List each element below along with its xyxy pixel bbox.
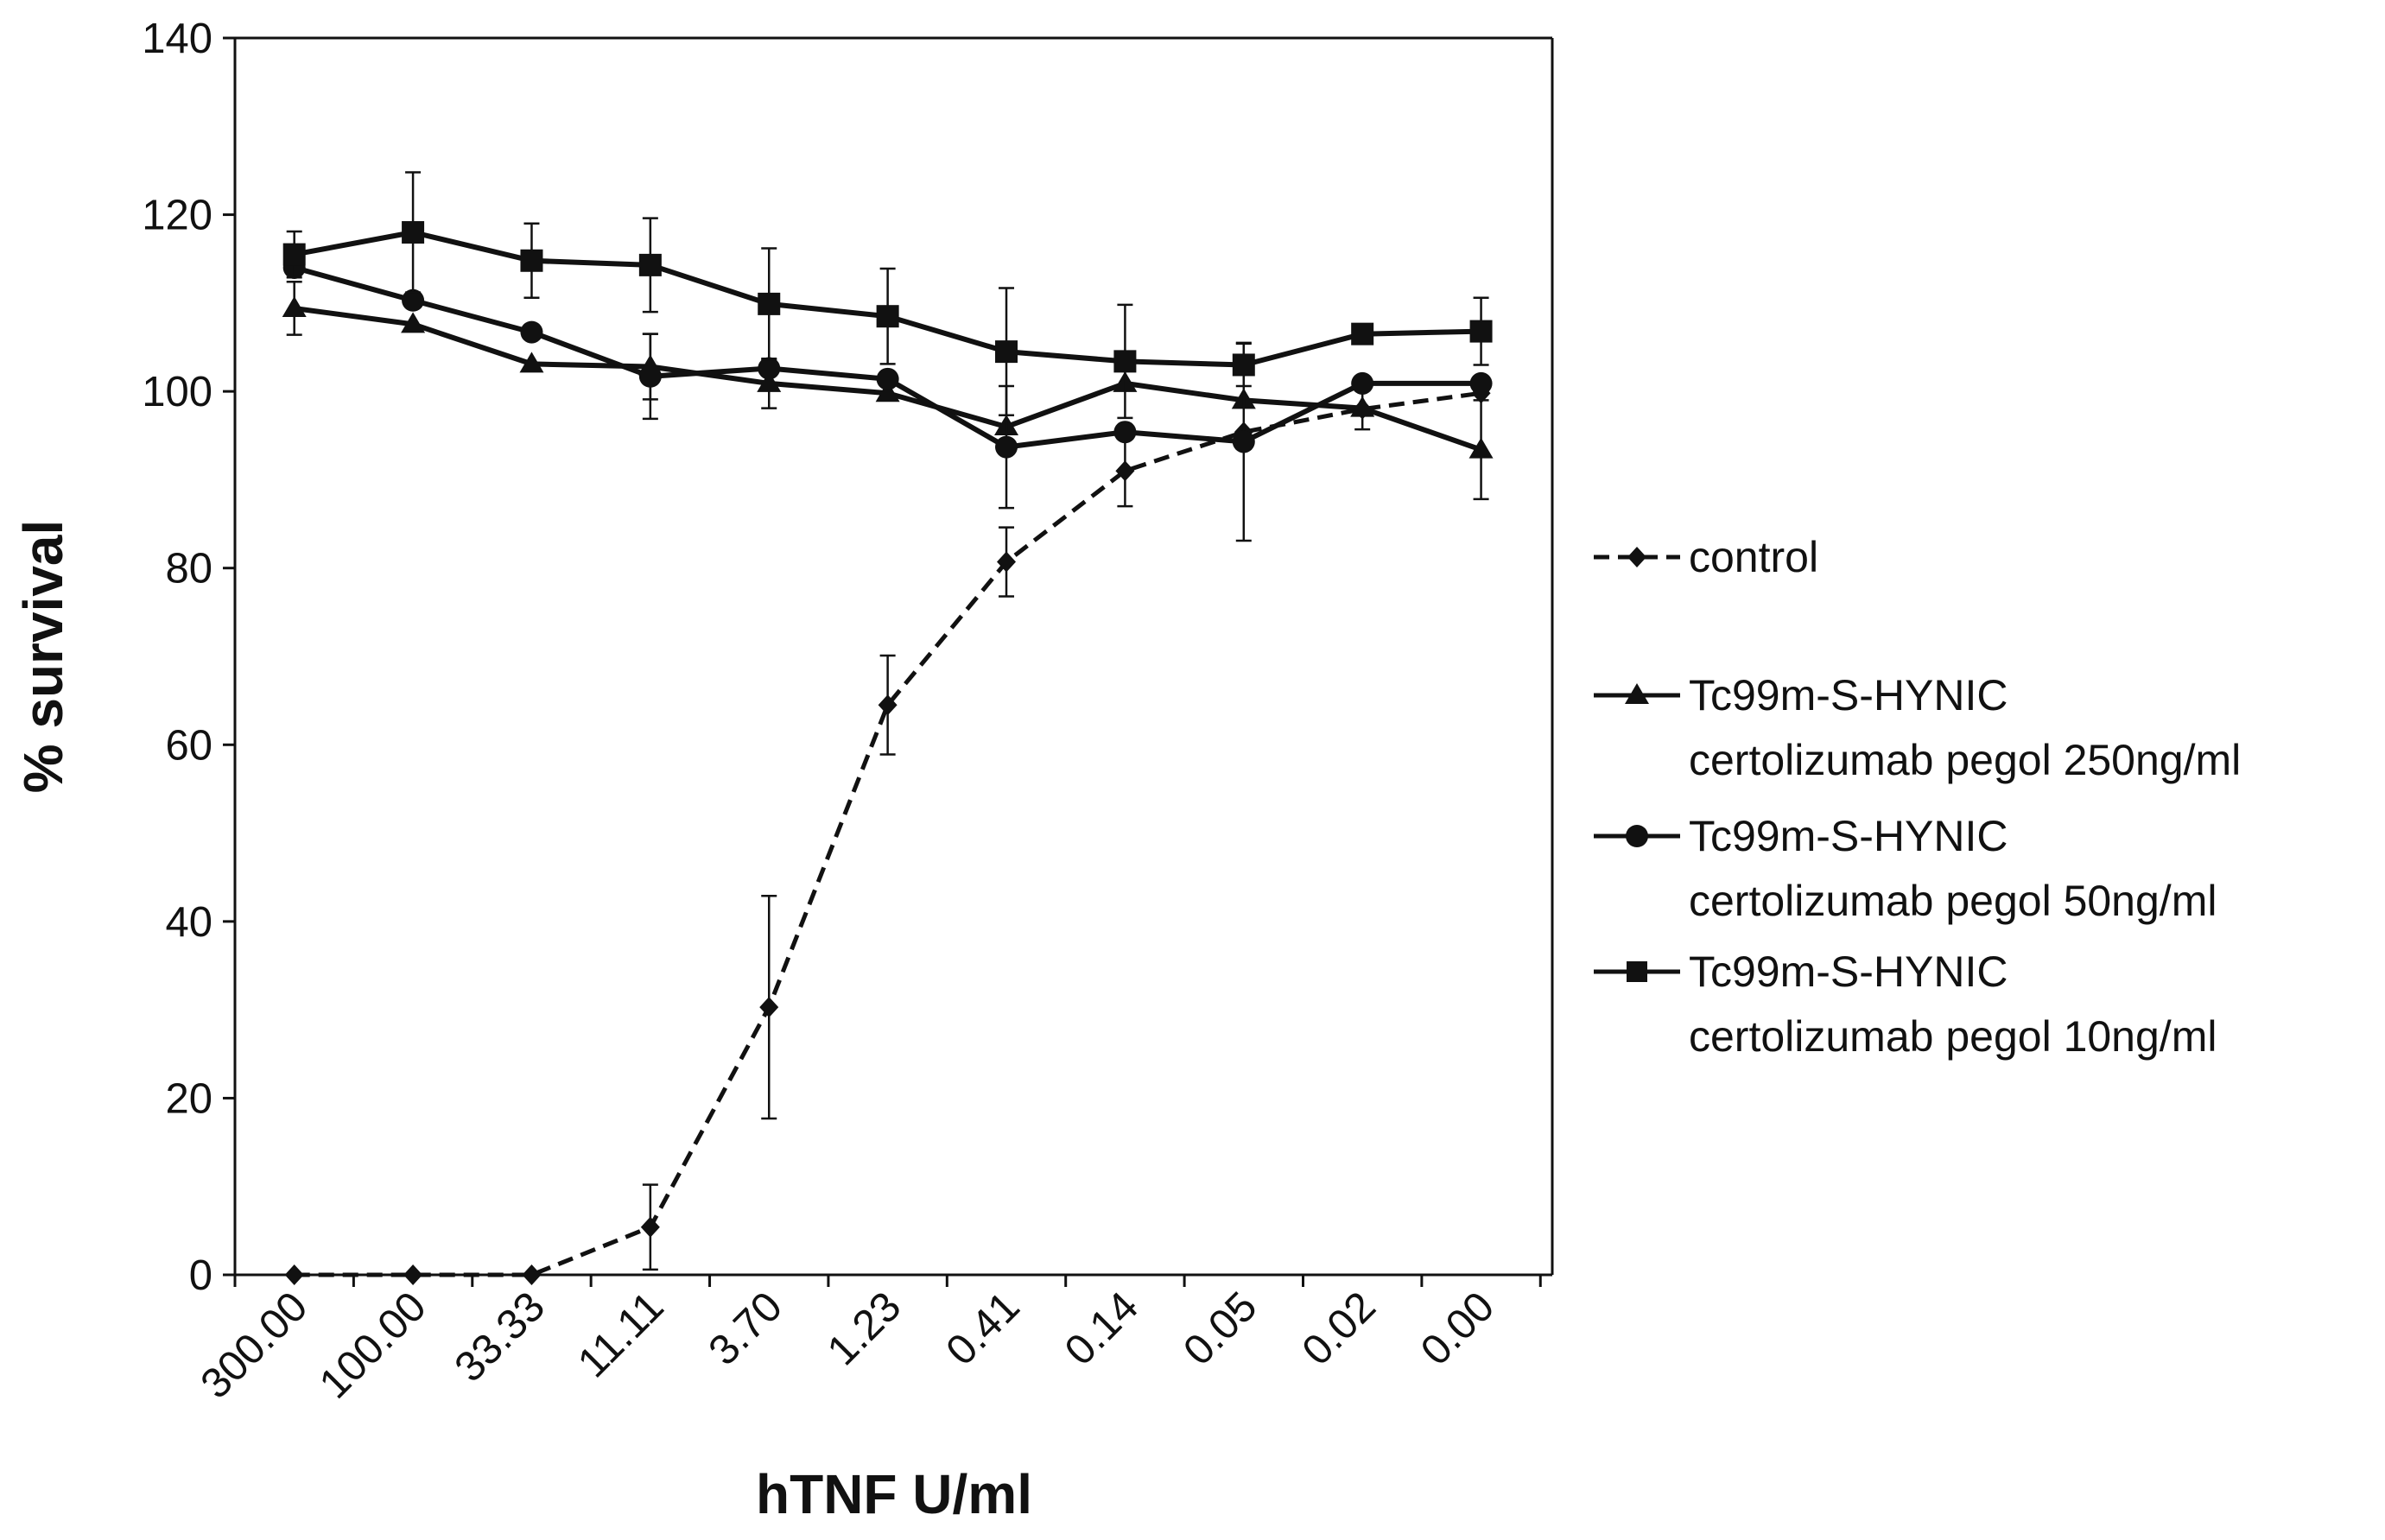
data-point-square — [1113, 350, 1137, 373]
data-point-triangle — [757, 371, 782, 392]
legend: control Tc99m-S-HYNIC certolizumab pegol… — [1594, 533, 2241, 1061]
legend-label: certolizumab pegol 50ng/ml — [1689, 877, 2217, 925]
y-tick-label: 120 — [142, 193, 212, 239]
legend-label: Tc99m-S-HYNIC — [1689, 947, 2008, 996]
data-point-square — [995, 340, 1018, 364]
data-point-triangle — [401, 312, 426, 333]
data-point-square — [638, 253, 662, 276]
series-square — [282, 171, 1493, 420]
x-axis-title: hTNF U/ml — [756, 1463, 1032, 1525]
data-point-diamond — [759, 997, 779, 1018]
data-point-triangle — [1468, 437, 1494, 459]
y-tick-label: 80 — [165, 546, 212, 593]
data-point-square — [1351, 322, 1374, 345]
legend-entry-control: control — [1594, 533, 1818, 581]
data-point-circle — [1232, 430, 1255, 453]
series-circle — [282, 256, 1493, 542]
legend-entry-250: Tc99m-S-HYNIC certolizumab pegol 250ng/m… — [1594, 671, 2241, 784]
y-tick-label: 20 — [165, 1075, 212, 1122]
legend-marker-square — [1627, 961, 1647, 982]
data-point-triangle — [1350, 396, 1375, 417]
data-point-circle — [1113, 421, 1137, 444]
data-point-diamond — [284, 1264, 304, 1285]
data-point-circle — [402, 288, 425, 312]
data-point-square — [758, 292, 781, 315]
data-point-diamond — [403, 1264, 423, 1285]
y-tick-label: 60 — [165, 722, 212, 769]
data-point-triangle — [282, 295, 307, 317]
data-point-diamond — [997, 551, 1017, 573]
y-tick-label: 140 — [142, 16, 212, 62]
y-tick-label: 0 — [189, 1252, 212, 1299]
data-point-diamond — [640, 1216, 660, 1238]
legend-label: control — [1689, 533, 1818, 581]
legend-marker-triangle — [1625, 683, 1649, 704]
data-point-square — [1232, 353, 1255, 377]
series-layer — [282, 171, 1494, 1285]
y-ticks: 0 20 40 60 80 100 120 140 — [142, 16, 235, 1299]
data-point-circle — [1351, 371, 1374, 395]
data-point-square — [1469, 320, 1493, 343]
legend-entry-50: Tc99m-S-HYNIC certolizumab pegol 50ng/ml — [1594, 812, 2217, 925]
y-tick-label: 40 — [165, 899, 212, 946]
legend-marker-circle — [1626, 825, 1648, 847]
data-point-circle — [995, 435, 1018, 459]
data-point-circle — [758, 357, 781, 380]
data-point-square — [282, 243, 306, 266]
data-point-triangle — [875, 381, 900, 402]
legend-label: certolizumab pegol 10ng/ml — [1689, 1012, 2217, 1061]
legend-label: certolizumab pegol 250ng/ml — [1689, 736, 2241, 784]
y-axis-title: % survival — [12, 520, 74, 794]
data-point-circle — [638, 364, 662, 388]
legend-entry-10: Tc99m-S-HYNIC certolizumab pegol 10ng/ml — [1594, 947, 2217, 1061]
data-point-diamond — [522, 1264, 542, 1285]
data-point-diamond — [1115, 460, 1135, 482]
data-point-circle — [520, 320, 543, 344]
data-point-circle — [1469, 371, 1493, 395]
data-point-square — [520, 249, 543, 272]
data-point-circle — [876, 367, 899, 390]
legend-label: Tc99m-S-HYNIC — [1689, 671, 2008, 719]
data-point-diamond — [878, 694, 898, 716]
y-tick-label: 100 — [142, 369, 212, 415]
legend-label: Tc99m-S-HYNIC — [1689, 812, 2008, 860]
data-point-square — [402, 221, 425, 244]
data-point-triangle — [519, 352, 544, 373]
legend-marker-diamond — [1627, 547, 1646, 567]
data-point-square — [876, 305, 899, 328]
